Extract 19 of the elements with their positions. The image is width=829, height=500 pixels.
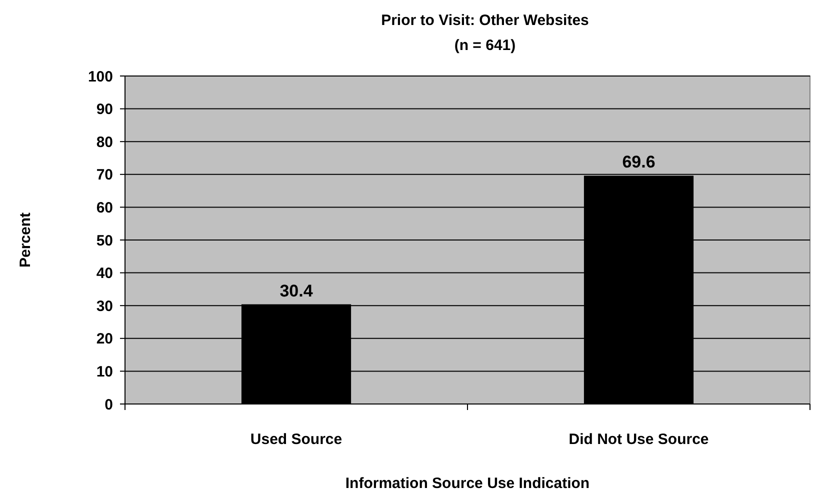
x-axis-title: Information Source Use Indication — [345, 475, 590, 492]
x-tick-label: Used Source — [250, 431, 342, 448]
y-tick-label: 40 — [96, 265, 113, 282]
data-label: 30.4 — [280, 281, 314, 300]
chart-title: Prior to Visit: Other Websites — [381, 12, 589, 29]
y-tick-label: 10 — [96, 363, 113, 380]
data-label: 69.6 — [622, 152, 656, 172]
y-tick-label: 50 — [96, 232, 113, 250]
y-tick-label: 60 — [96, 199, 113, 216]
y-tick-label: 80 — [96, 134, 113, 151]
y-tick-label: 20 — [96, 330, 113, 348]
y-tick-label: 70 — [96, 166, 113, 184]
chart-subtitle: (n = 641) — [454, 37, 516, 54]
y-axis-title: Percent — [17, 212, 34, 268]
y-tick-label: 90 — [96, 101, 113, 118]
y-tick-label: 100 — [88, 68, 113, 86]
y-tick-label: 0 — [104, 396, 113, 414]
y-tick-label: 30 — [96, 298, 113, 315]
x-tick-label: Did Not Use Source — [568, 431, 709, 448]
